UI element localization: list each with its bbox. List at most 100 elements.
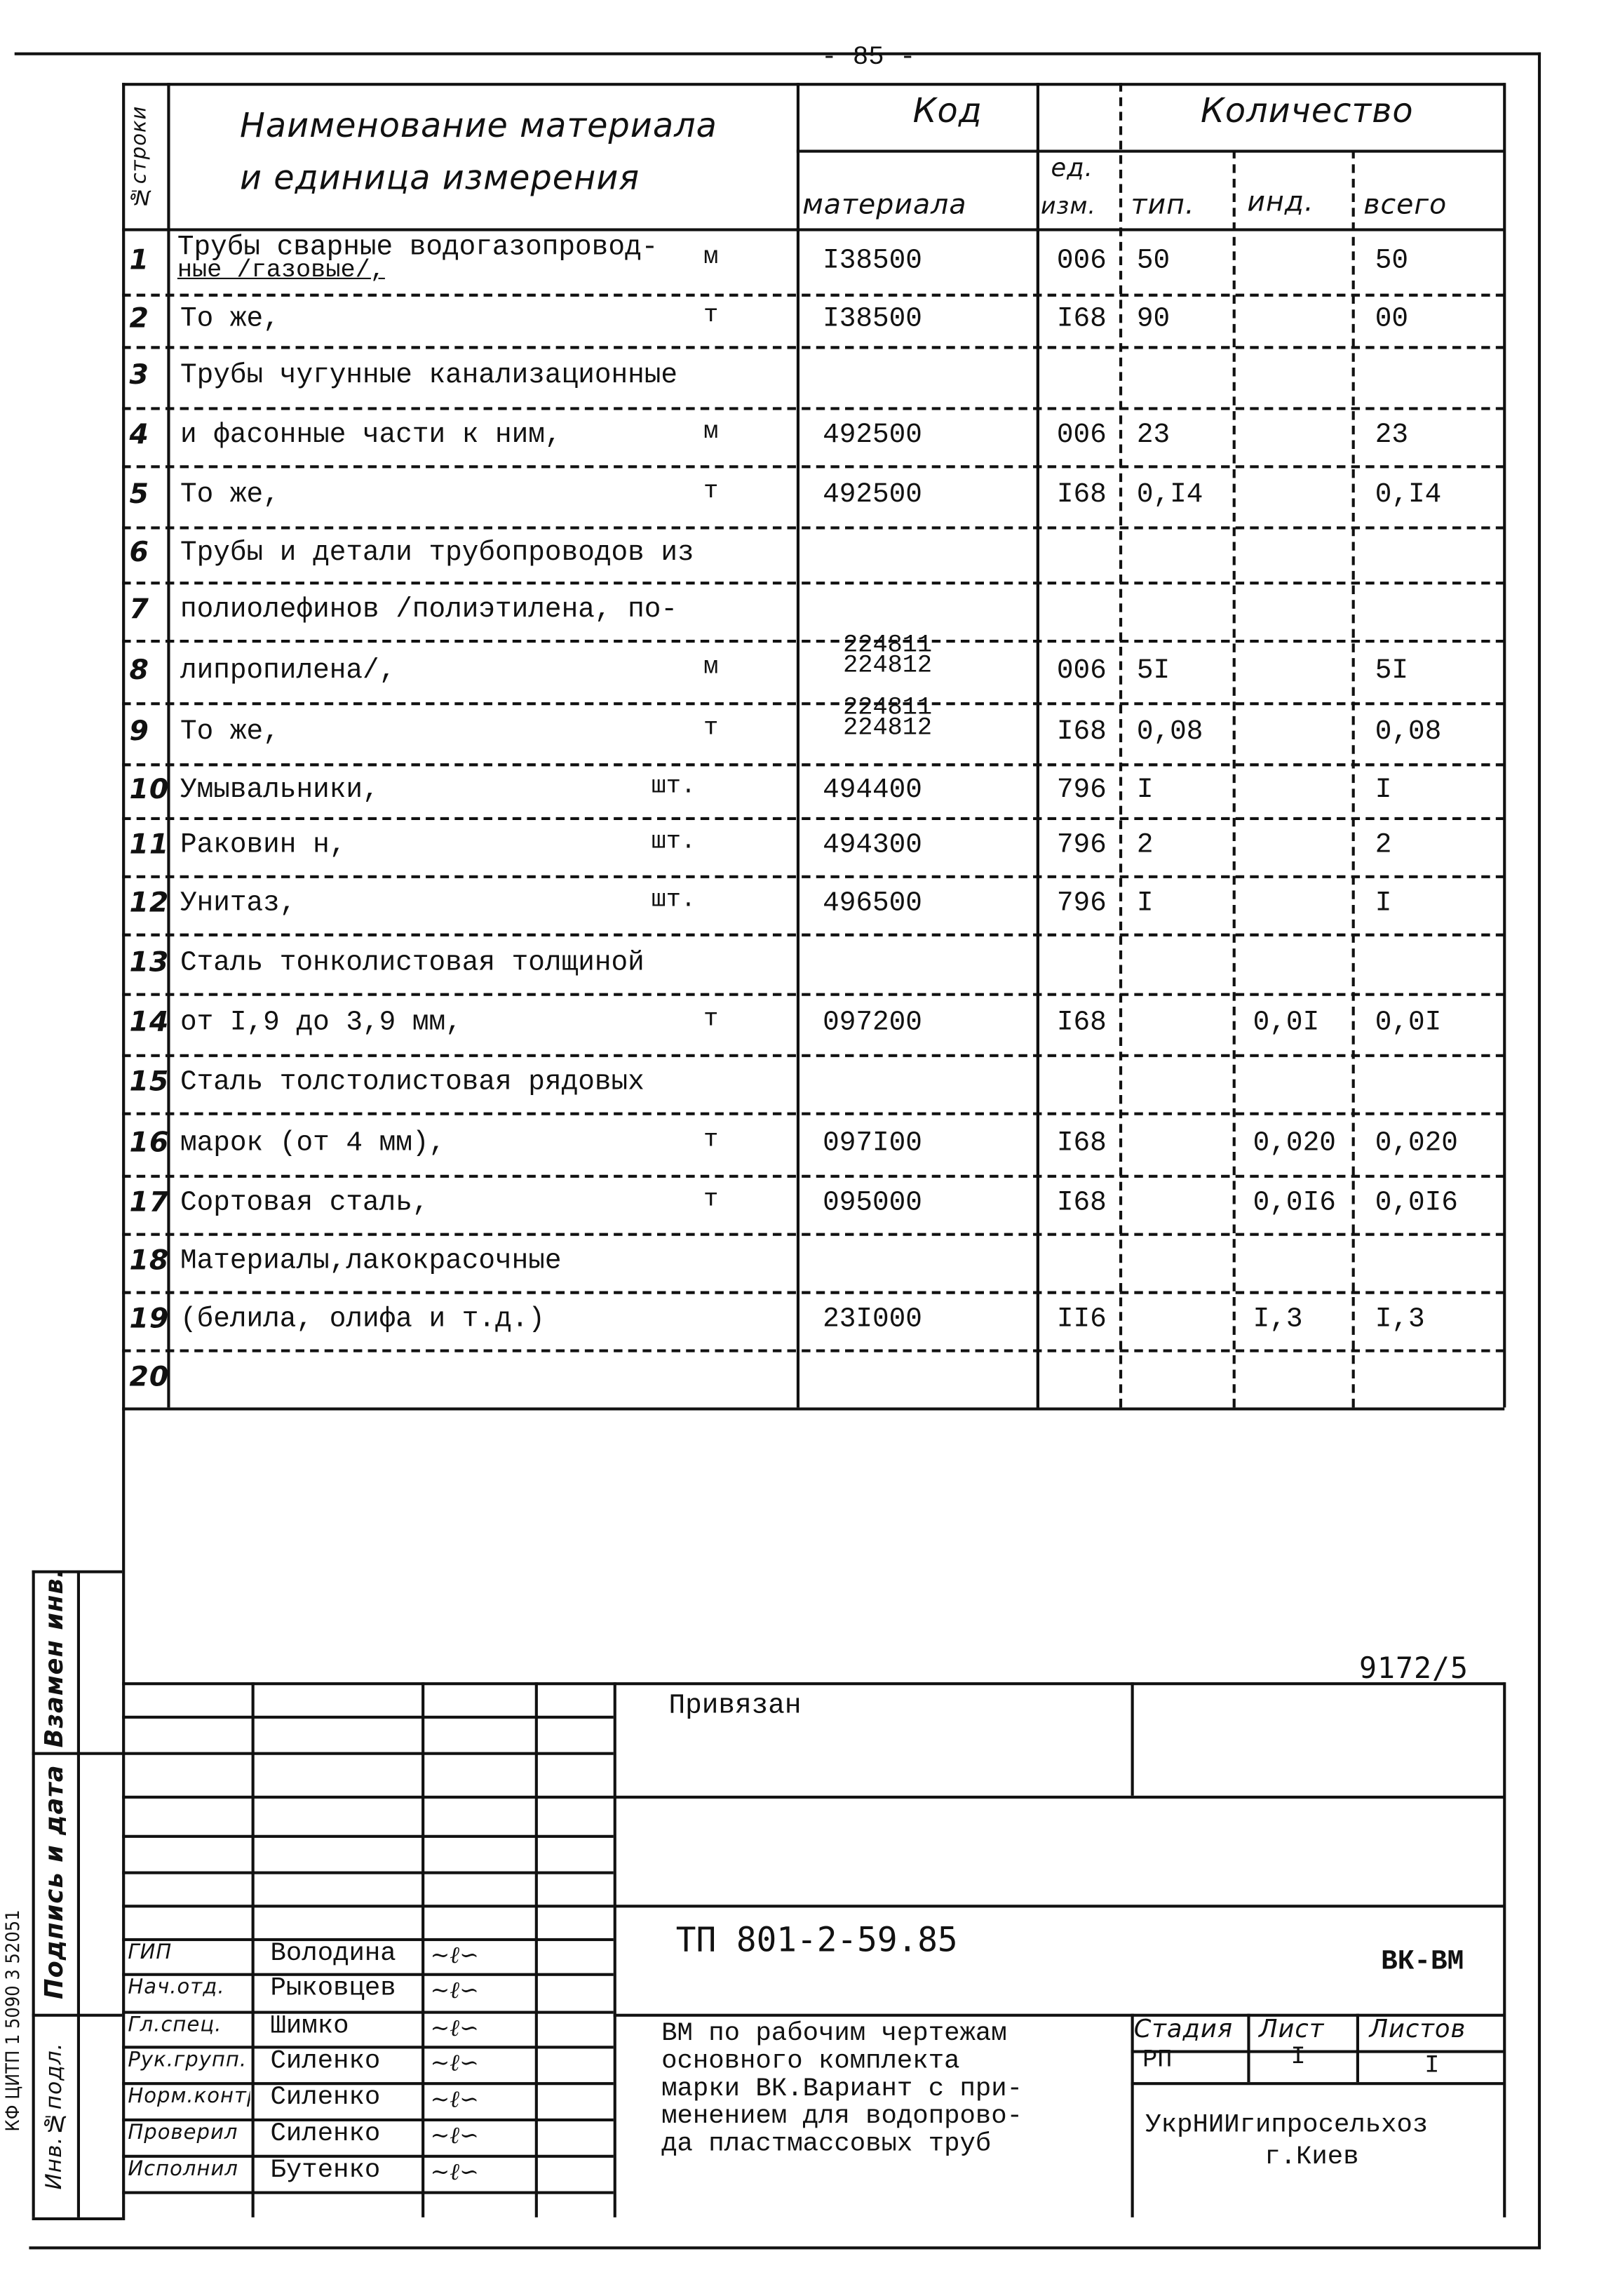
signer-role: Гл.спец. (128, 2013, 222, 2037)
signer-name: Силенко (270, 2119, 381, 2149)
row-number: 9 (129, 715, 149, 748)
qty-total: I (1375, 772, 1392, 805)
signer-name: Шимко (270, 2012, 349, 2042)
document-mark: ВК-ВМ (1381, 1945, 1464, 1978)
material-name: и фасонные части к ним, (180, 418, 562, 451)
sheets-label: Листов (1369, 2015, 1466, 2045)
material-name: То же, (180, 715, 280, 748)
description-line: марки ВК.Вариант с при- (661, 2074, 1023, 2104)
row-number: 5 (129, 478, 149, 511)
row-number: 4 (129, 418, 149, 451)
material-name: полиолефинов /полиэтилена, по- (180, 593, 678, 626)
sheets-value: I (1424, 2053, 1440, 2081)
row-number: 7 (129, 593, 149, 626)
qty-total: 00 (1375, 302, 1409, 335)
qty-ind: 0,0I (1253, 1006, 1320, 1038)
header-row-no: №строки (128, 105, 151, 208)
qty-tip: I (1136, 887, 1154, 919)
print-code: КФ ЦИТП 1 5090 3 52051 (3, 1909, 25, 2133)
header-name-line1: Наименование материала (239, 107, 717, 146)
sheet-value: I (1290, 2044, 1306, 2072)
document-description: ВМ по рабочим чертежам основного комплек… (661, 2019, 1023, 2159)
row-number: 20 (129, 1361, 170, 1393)
qty-tip: I (1136, 772, 1154, 805)
code-line: 224812 (843, 715, 933, 744)
signer-role: Норм.контр. (128, 2085, 250, 2109)
right-border (1537, 52, 1541, 2248)
signature-scribble: ~ℓ∽ (430, 2157, 479, 2186)
material-code: I38500 (823, 243, 922, 276)
unit-code: 796 (1056, 828, 1107, 861)
document-code: ТП 801-2-59.85 (675, 1922, 958, 1960)
qty-total: I (1375, 887, 1392, 919)
material-code: 224811 224812 (843, 697, 933, 744)
row-number: 1 (129, 243, 149, 276)
sheet-ref: 9172/5 (1358, 1650, 1469, 1686)
material-unit: м (703, 418, 719, 447)
description-line: ВМ по рабочим чертежам (661, 2019, 1007, 2049)
row-number: 2 (129, 302, 149, 335)
material-unit: м (703, 653, 719, 682)
material-code: 494300 (823, 828, 922, 861)
description-line: основного комплекта (661, 2047, 960, 2076)
signature-scribble: ~ℓ∽ (430, 1941, 479, 1969)
row-number: 11 (129, 828, 170, 861)
signer-name: Силенко (270, 2047, 381, 2076)
material-unit: т (703, 478, 719, 506)
material-name: Трубы чугунные канализационные (180, 358, 678, 391)
description-line: менением для водопрово- (661, 2102, 1023, 2132)
header-unit-2: изм. (1041, 192, 1096, 220)
signer-name: Бутенко (270, 2156, 381, 2186)
signer-role: ГИП (128, 1941, 173, 1965)
header-qty-total: всего (1363, 189, 1448, 222)
row-number: 10 (129, 772, 170, 805)
code-line: 224812 (843, 652, 933, 681)
header-unit-1: ед. (1051, 154, 1093, 184)
material-name: Трубы и детали трубопроводов из (180, 536, 694, 569)
unit-code: 006 (1056, 653, 1107, 686)
material-code: 492500 (823, 478, 922, 511)
signature-scribble: ~ℓ∽ (430, 2085, 479, 2113)
material-code: 23I000 (823, 1303, 922, 1335)
qty-tip: 0,I4 (1136, 478, 1203, 511)
signature-scribble: ~ℓ∽ (430, 2013, 479, 2042)
bottom-border (29, 2246, 1541, 2250)
material-name: марок (от 4 мм), (180, 1126, 446, 1158)
material-name: Раковин н, (180, 828, 346, 861)
qty-total: 0,I4 (1375, 478, 1442, 511)
qty-ind: I,3 (1253, 1303, 1303, 1335)
left-frame-line (122, 83, 126, 2221)
organization: УкрНИИгипросельхоз (1145, 2111, 1429, 2141)
city: г.Киев (1264, 2143, 1359, 2173)
material-name: Материалы,лакокрасочные (180, 1244, 562, 1277)
material-name-cont: ные /газовые/, (177, 257, 385, 286)
qty-total: 0,0I6 (1375, 1186, 1458, 1219)
material-name: Сталь толстолистовая рядовых (180, 1066, 645, 1098)
qty-tip: 23 (1136, 418, 1170, 451)
qty-tip: 50 (1136, 243, 1170, 276)
row-number: 14 (129, 1006, 170, 1038)
header-code-material: материала (802, 189, 967, 222)
material-name: То же, (180, 302, 280, 335)
row-number: 17 (129, 1186, 170, 1219)
qty-total: 0,08 (1375, 715, 1442, 748)
qty-tip: 5I (1136, 653, 1170, 686)
row-number: 13 (129, 946, 170, 978)
unit-code: I68 (1056, 302, 1107, 335)
signature-scribble: ~ℓ∽ (430, 2121, 479, 2149)
qty-total: 0,0I (1375, 1006, 1442, 1038)
qty-total: 5I (1375, 653, 1409, 686)
material-name: от I,9 до 3,9 мм, (180, 1006, 462, 1038)
material-code: 224811 224812 (843, 634, 933, 681)
top-border (14, 52, 1541, 55)
material-unit: т (703, 1186, 719, 1214)
stage-value: РП (1142, 2047, 1173, 2075)
unit-code: II6 (1056, 1303, 1107, 1335)
material-name: Трубы сварные водогазопровод- (177, 231, 659, 264)
qty-total: 0,020 (1375, 1126, 1458, 1158)
row-number: 8 (129, 653, 149, 686)
unit-code: I68 (1056, 478, 1107, 511)
material-unit: т (703, 302, 719, 330)
signature-scribble: ~ℓ∽ (430, 2048, 479, 2076)
